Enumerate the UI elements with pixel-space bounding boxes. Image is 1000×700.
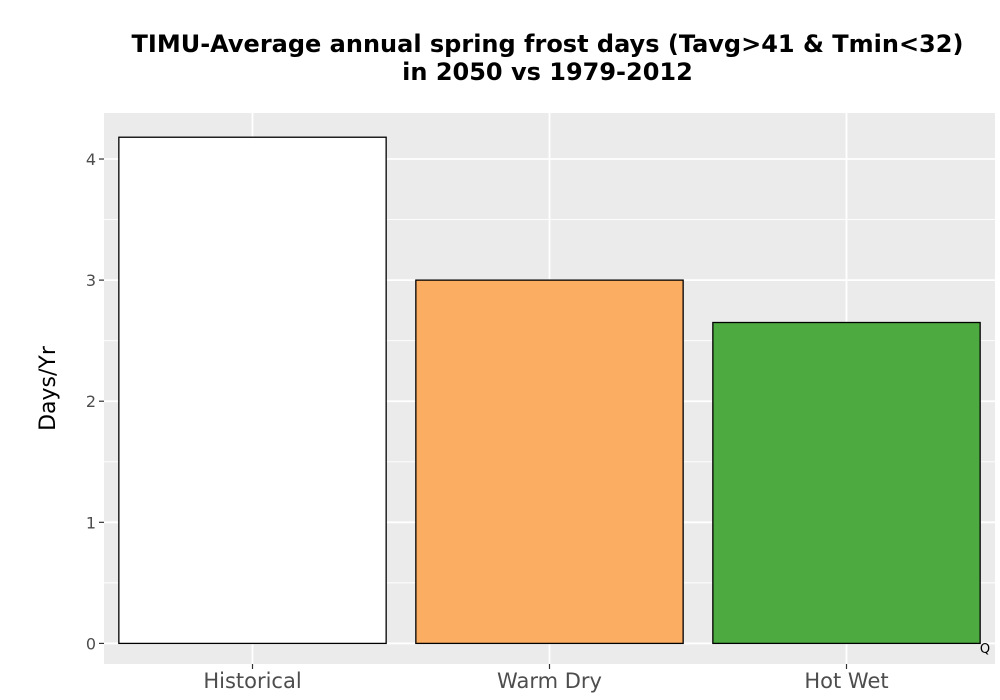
y-axis-title: Days/Yr: [36, 345, 61, 431]
y-axis: 0 1 2 3 4: [86, 150, 104, 653]
chart-title-line-1: TIMU-Average annual spring frost days (T…: [131, 30, 964, 58]
chart-title: TIMU-Average annual spring frost days (T…: [100, 30, 995, 86]
y-tick-label: 4: [86, 150, 96, 169]
corner-mark: Q: [980, 642, 990, 657]
bar-hot-wet: [712, 321, 981, 645]
y-tick-label: 0: [86, 634, 96, 653]
bar-warm-dry: [415, 279, 684, 645]
y-tick-label: 1: [86, 513, 96, 532]
y-tick-label: 2: [86, 392, 96, 411]
chart-title-line-2: in 2050 vs 1979-2012: [402, 58, 693, 86]
y-tick-label: 3: [86, 271, 96, 290]
x-tick-label: Historical: [203, 669, 301, 693]
x-axis: Historical Warm Dry Hot Wet: [203, 664, 889, 693]
x-tick-label: Hot Wet: [804, 669, 888, 693]
x-tick-label: Warm Dry: [497, 669, 602, 693]
bars: [118, 136, 981, 645]
bar-historical: [118, 136, 387, 645]
